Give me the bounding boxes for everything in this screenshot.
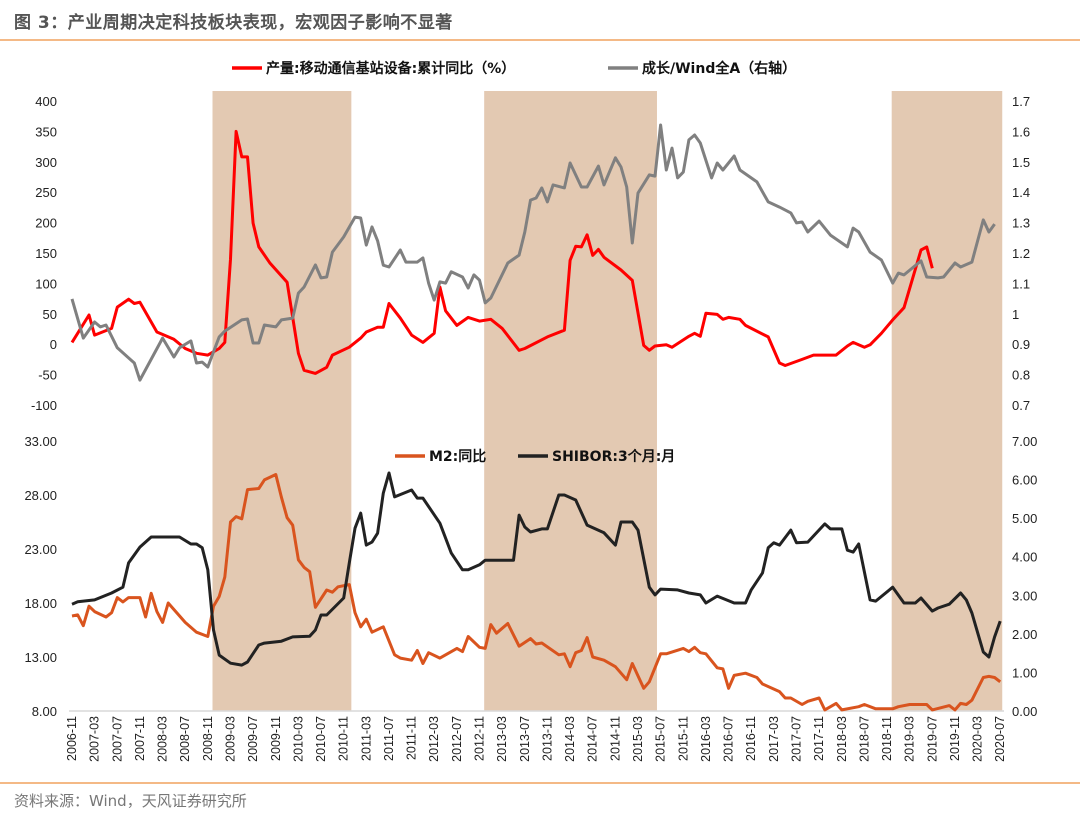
bottom-divider xyxy=(0,782,1080,784)
right-axis-tick-1: 7.00 xyxy=(1012,434,1037,449)
left-axis-tick-1: 13.00 xyxy=(24,650,57,665)
x-axis-tick: 2007-11 xyxy=(133,716,147,761)
x-axis-tick: 2009-07 xyxy=(246,716,260,762)
x-axis-tick: 2016-11 xyxy=(744,716,758,761)
x-axis-tick: 2008-07 xyxy=(178,716,192,762)
x-axis-tick: 2015-11 xyxy=(676,716,690,761)
x-axis-tick: 2019-07 xyxy=(925,716,939,762)
legend-label-production: 产量:移动通信基站设备:累计同比（%） xyxy=(266,60,515,77)
right-axis-tick-1: 3.00 xyxy=(1012,588,1037,603)
x-axis-tick: 2010-03 xyxy=(291,716,305,762)
x-axis-tick: 2010-11 xyxy=(337,716,351,761)
x-axis-tick: 2013-07 xyxy=(518,716,532,762)
left-axis-tick-1: 18.00 xyxy=(24,596,57,611)
left-axis-tick-0: 200 xyxy=(35,216,57,231)
x-axis-tick: 2019-11 xyxy=(948,716,962,761)
x-axis-tick: 2009-03 xyxy=(223,716,237,762)
shaded-period-2 xyxy=(891,91,1003,711)
right-axis-tick-0: 1.4 xyxy=(1012,185,1030,200)
series-line-1-0 xyxy=(71,473,1002,712)
x-axis-tick: 2007-03 xyxy=(88,716,102,762)
shaded-period-0 xyxy=(212,91,352,711)
figure-title: 图 3：产业周期决定科技板块表现，宏观因子影响不显著 xyxy=(14,13,453,33)
right-axis-tick-1: 5.00 xyxy=(1012,511,1037,526)
x-axis-tick: 2016-03 xyxy=(699,716,713,762)
right-axis-tick-1: 0.00 xyxy=(1012,704,1037,719)
right-axis-tick-0: 1.1 xyxy=(1012,276,1030,291)
left-axis-tick-0: -50 xyxy=(38,368,57,383)
x-axis-tick: 2012-11 xyxy=(473,716,487,761)
x-axis-tick: 2008-03 xyxy=(156,716,170,762)
left-axis-tick-1: 28.00 xyxy=(24,488,57,503)
x-axis-tick: 2015-07 xyxy=(654,716,668,762)
x-axis-tick: 2018-03 xyxy=(835,716,849,762)
legend-label-shibor: SHIBOR:3个月:月 xyxy=(552,448,675,465)
right-axis-tick-0: 1.2 xyxy=(1012,246,1030,261)
left-axis-tick-0: 50 xyxy=(43,307,57,322)
source-note: 资料来源：Wind，天风证券研究所 xyxy=(14,792,247,810)
right-axis-tick-0: 0.7 xyxy=(1012,398,1030,413)
x-axis-tick: 2012-03 xyxy=(427,716,441,762)
right-axis-tick-0: 1.6 xyxy=(1012,124,1030,139)
right-axis-tick-1: 6.00 xyxy=(1012,473,1037,488)
x-axis-tick: 2014-03 xyxy=(563,716,577,762)
x-axis-tick: 2017-07 xyxy=(789,716,803,762)
x-axis-tick: 2006-11 xyxy=(65,716,79,761)
left-axis-tick-0: 0 xyxy=(50,337,57,352)
series-line-1-1 xyxy=(71,471,1002,667)
left-axis-tick-0: 250 xyxy=(35,185,57,200)
left-axis-tick-1: 8.00 xyxy=(32,704,57,719)
top-divider xyxy=(0,39,1080,41)
x-axis-tick: 2015-03 xyxy=(631,716,645,762)
legend-label-m2: M2:同比 xyxy=(429,448,486,465)
left-axis-tick-0: 350 xyxy=(35,124,57,139)
left-axis-tick-0: -100 xyxy=(31,398,57,413)
x-axis-tick: 2007-07 xyxy=(110,716,124,762)
right-axis-tick-1: 1.00 xyxy=(1012,665,1037,680)
x-axis-tick: 2019-03 xyxy=(903,716,917,762)
x-axis-tick: 2012-07 xyxy=(450,716,464,762)
left-axis-tick-1: 33.00 xyxy=(24,434,57,449)
right-axis-tick-1: 2.00 xyxy=(1012,627,1037,642)
right-axis-tick-1: 4.00 xyxy=(1012,550,1037,565)
top-legend: 产量:移动通信基站设备:累计同比（%） 成长/Wind全A（右轴） xyxy=(232,60,796,77)
series-line-0-1 xyxy=(70,123,996,382)
x-axis-tick: 2014-07 xyxy=(586,716,600,762)
right-axis-tick-0: 0.9 xyxy=(1012,337,1030,352)
left-axis-tick-1: 23.00 xyxy=(24,542,57,557)
x-axis-tick: 2020-07 xyxy=(993,716,1007,762)
right-axis-tick-0: 1.7 xyxy=(1012,94,1030,109)
x-axis-tick: 2009-11 xyxy=(269,716,283,761)
right-axis-tick-0: 1.5 xyxy=(1012,155,1030,170)
x-axis-tick: 2011-11 xyxy=(405,716,419,760)
right-axis-tick-0: 1 xyxy=(1012,307,1019,322)
left-axis-tick-0: 100 xyxy=(35,276,57,291)
bottom-legend: M2:同比 SHIBOR:3个月:月 xyxy=(395,448,675,465)
x-axis-tick: 2018-11 xyxy=(880,716,894,761)
x-axis-tick: 2014-11 xyxy=(608,716,622,761)
left-axis-tick-0: 300 xyxy=(35,155,57,170)
x-axis-tick: 2011-03 xyxy=(359,716,373,761)
series-line-0-0 xyxy=(70,129,934,375)
left-axis-tick-0: 400 xyxy=(35,94,57,109)
shaded-period-1 xyxy=(484,91,657,711)
x-axis-tick: 2017-11 xyxy=(812,716,826,761)
left-axis-tick-0: 150 xyxy=(35,246,57,261)
x-axis-tick: 2020-03 xyxy=(971,716,985,762)
x-axis-tick: 2011-07 xyxy=(382,716,396,761)
x-axis-tick: 2008-11 xyxy=(201,716,215,761)
x-axis-tick: 2013-03 xyxy=(495,716,509,762)
x-axis-tick: 2016-07 xyxy=(722,716,736,762)
x-axis-tick: 2010-07 xyxy=(314,716,328,762)
right-axis-tick-0: 1.3 xyxy=(1012,216,1030,231)
x-axis-tick: 2017-03 xyxy=(767,716,781,762)
legend-label-growth: 成长/Wind全A（右轴） xyxy=(642,60,796,77)
x-axis-tick: 2013-11 xyxy=(540,716,554,761)
shaded-periods xyxy=(212,91,1003,711)
x-axis-tick: 2018-07 xyxy=(857,716,871,762)
right-axis-tick-0: 0.8 xyxy=(1012,368,1030,383)
